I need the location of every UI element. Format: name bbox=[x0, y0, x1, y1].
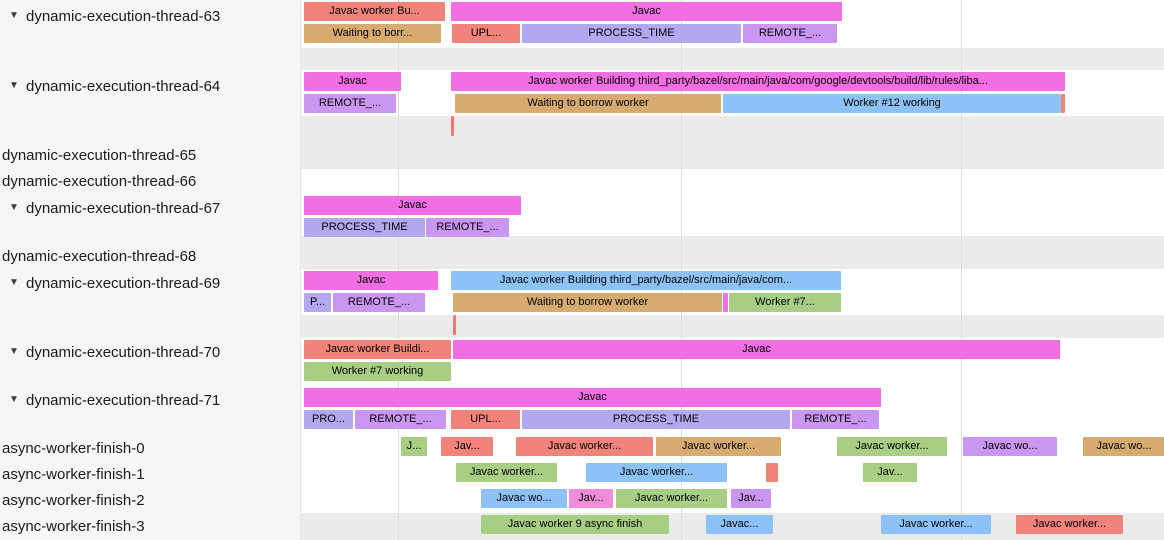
track-name: async-worker-finish-3 bbox=[2, 517, 145, 535]
event-bar[interactable]: P... bbox=[304, 293, 331, 312]
event-bar[interactable]: Worker #7 working bbox=[304, 362, 451, 381]
track-name: dynamic-execution-thread-64 bbox=[26, 77, 221, 95]
event-bar[interactable]: Waiting to borrow worker bbox=[453, 293, 722, 312]
track-name: dynamic-execution-thread-67 bbox=[26, 199, 221, 217]
track-label[interactable]: ▼ dynamic-execution-thread-69 bbox=[0, 272, 300, 294]
track-name: dynamic-execution-thread-65 bbox=[2, 146, 197, 164]
event-bar[interactable]: Javac worker... bbox=[616, 489, 727, 508]
event-bar-sliver[interactable] bbox=[451, 116, 454, 136]
event-bar[interactable]: Javac worker Buildi... bbox=[304, 340, 451, 359]
event-bar[interactable]: J... bbox=[401, 437, 427, 456]
event-bar[interactable]: Jav... bbox=[569, 489, 613, 508]
event-bar[interactable]: Javac worker Building third_party/bazel/… bbox=[451, 271, 841, 290]
event-bar[interactable]: Javac worker... bbox=[586, 463, 727, 482]
event-bar[interactable]: PROCESS_TIME bbox=[304, 218, 425, 237]
event-bar[interactable]: Javac worker... bbox=[881, 515, 991, 534]
event-bar[interactable]: PRO... bbox=[304, 410, 353, 429]
track-name: async-worker-finish-2 bbox=[2, 491, 145, 509]
track-name: dynamic-execution-thread-68 bbox=[2, 247, 197, 265]
event-bar[interactable]: Javac... bbox=[706, 515, 773, 534]
row-shade-band bbox=[301, 315, 1164, 338]
event-bar[interactable]: Javac wo... bbox=[481, 489, 567, 508]
track-label[interactable]: async-worker-finish-0 bbox=[0, 437, 300, 459]
event-bar[interactable]: REMOTE_... bbox=[304, 94, 396, 113]
event-bar-sliver[interactable] bbox=[453, 315, 456, 335]
event-bar[interactable]: Javac wo... bbox=[1083, 437, 1164, 456]
expand-arrow-icon[interactable]: ▼ bbox=[9, 277, 19, 288]
row-shade-band bbox=[301, 48, 1164, 70]
track-label[interactable]: dynamic-execution-thread-66 bbox=[0, 170, 300, 192]
event-bar[interactable]: REMOTE_... bbox=[355, 410, 446, 429]
track-name: dynamic-execution-thread-66 bbox=[2, 172, 197, 190]
event-bar[interactable]: Javac bbox=[304, 388, 881, 407]
row-shade-band bbox=[301, 236, 1164, 269]
event-bar[interactable]: Javac worker... bbox=[1016, 515, 1123, 534]
event-bar[interactable]: REMOTE_... bbox=[792, 410, 879, 429]
expand-arrow-icon[interactable]: ▼ bbox=[9, 394, 19, 405]
track-name: dynamic-execution-thread-63 bbox=[26, 7, 221, 25]
track-label[interactable]: async-worker-finish-1 bbox=[0, 463, 300, 485]
event-bar[interactable]: UPL... bbox=[451, 410, 520, 429]
event-bar[interactable]: UPL... bbox=[452, 24, 520, 43]
event-bar[interactable]: Javac worker... bbox=[837, 437, 947, 456]
event-bar[interactable]: Jav... bbox=[731, 489, 771, 508]
event-bar[interactable]: Waiting to borr... bbox=[304, 24, 441, 43]
event-bar[interactable]: Javac bbox=[451, 2, 842, 21]
track-name: async-worker-finish-1 bbox=[2, 465, 145, 483]
event-bar[interactable]: Javac bbox=[304, 271, 438, 290]
row-shade-band bbox=[301, 116, 1164, 169]
event-bar[interactable]: Javac worker Bu... bbox=[304, 2, 445, 21]
track-name: dynamic-execution-thread-69 bbox=[26, 274, 221, 292]
event-bar[interactable]: Worker #7... bbox=[729, 293, 841, 312]
event-bar[interactable]: Jav... bbox=[441, 437, 493, 456]
event-bar[interactable]: REMOTE_... bbox=[743, 24, 837, 43]
event-bar[interactable]: REMOTE_... bbox=[333, 293, 425, 312]
event-bar[interactable]: PROCESS_TIME bbox=[522, 410, 790, 429]
track-label[interactable]: dynamic-execution-thread-68 bbox=[0, 245, 300, 267]
timeline-canvas[interactable]: Javac worker Bu... Javac Waiting to borr..… bbox=[301, 0, 1164, 540]
event-bar[interactable]: Waiting to borrow worker bbox=[455, 94, 721, 113]
event-bar[interactable]: REMOTE_... bbox=[426, 218, 509, 237]
expand-arrow-icon[interactable]: ▼ bbox=[9, 80, 19, 91]
expand-arrow-icon[interactable]: ▼ bbox=[9, 346, 19, 357]
track-label[interactable]: ▼ dynamic-execution-thread-67 bbox=[0, 197, 300, 219]
track-label[interactable]: ▼ dynamic-execution-thread-64 bbox=[0, 75, 300, 97]
track-label[interactable]: async-worker-finish-3 bbox=[0, 515, 300, 537]
event-bar[interactable]: Javac bbox=[304, 72, 401, 91]
event-bar[interactable]: Javac worker... bbox=[456, 463, 557, 482]
event-bar[interactable]: Javac wo... bbox=[963, 437, 1057, 456]
event-bar[interactable]: Worker #12 working bbox=[723, 94, 1061, 113]
track-label[interactable]: ▼ dynamic-execution-thread-63 bbox=[0, 5, 300, 27]
event-bar-sliver[interactable] bbox=[766, 463, 778, 482]
event-bar[interactable]: PROCESS_TIME bbox=[522, 24, 741, 43]
track-name: dynamic-execution-thread-70 bbox=[26, 343, 221, 361]
event-bar[interactable]: Javac bbox=[304, 196, 521, 215]
event-bar-sliver[interactable] bbox=[1061, 94, 1065, 113]
track-label[interactable]: dynamic-execution-thread-65 bbox=[0, 144, 300, 166]
track-labels-panel: ▼ dynamic-execution-thread-63 ▼ dynamic-exe… bbox=[0, 0, 301, 540]
event-bar[interactable]: Jav... bbox=[863, 463, 917, 482]
event-bar[interactable]: Javac worker... bbox=[516, 437, 653, 456]
time-gridline bbox=[398, 0, 399, 540]
event-bar[interactable]: Javac bbox=[453, 340, 1060, 359]
track-label[interactable]: ▼ dynamic-execution-thread-71 bbox=[0, 389, 300, 411]
event-bar[interactable]: Javac worker 9 async finish bbox=[481, 515, 669, 534]
expand-arrow-icon[interactable]: ▼ bbox=[9, 202, 19, 213]
event-bar[interactable]: Javac worker... bbox=[656, 437, 781, 456]
track-name: async-worker-finish-0 bbox=[2, 439, 145, 457]
event-bar[interactable]: Javac worker Building third_party/bazel/… bbox=[451, 72, 1065, 91]
track-name: dynamic-execution-thread-71 bbox=[26, 391, 221, 409]
time-gridline bbox=[681, 0, 682, 540]
time-gridline bbox=[961, 0, 962, 540]
event-bar-sliver[interactable] bbox=[723, 293, 728, 312]
track-label[interactable]: ▼ dynamic-execution-thread-70 bbox=[0, 341, 300, 363]
track-label[interactable]: async-worker-finish-2 bbox=[0, 489, 300, 511]
expand-arrow-icon[interactable]: ▼ bbox=[9, 10, 19, 21]
